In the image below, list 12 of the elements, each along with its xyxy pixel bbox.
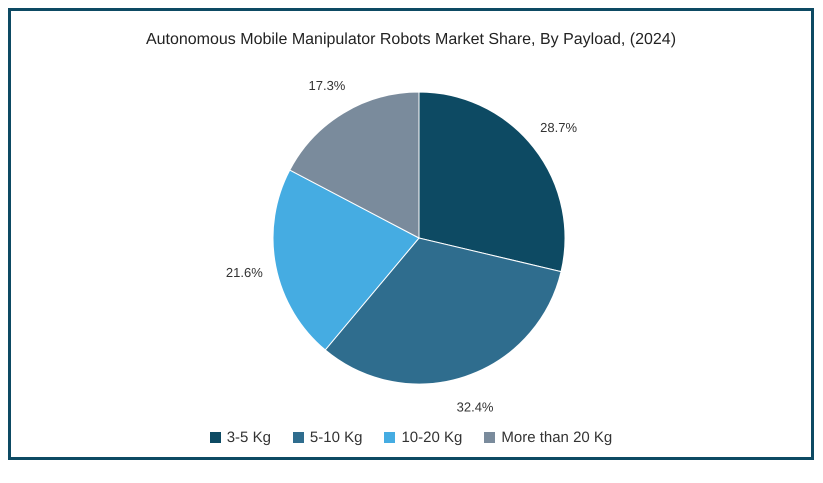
data-label: 21.6% — [226, 264, 264, 280]
data-label: 32.4% — [456, 399, 494, 414]
pie-slice — [289, 92, 420, 238]
chart-title: Autonomous Mobile Manipulator Robots Market Share, By Payload, (2024) — [144, 31, 678, 50]
pie-slice — [324, 238, 562, 384]
legend-label: 5-10 Kg — [310, 429, 362, 446]
legend-label: More than 20 Kg — [501, 429, 612, 446]
data-label: 17.3% — [308, 78, 346, 94]
legend-label: 3-5 Kg — [226, 429, 271, 446]
legend-label: 10-20 Kg — [401, 429, 462, 446]
pie-slice — [272, 170, 420, 350]
data-label: 28.7% — [540, 120, 578, 136]
